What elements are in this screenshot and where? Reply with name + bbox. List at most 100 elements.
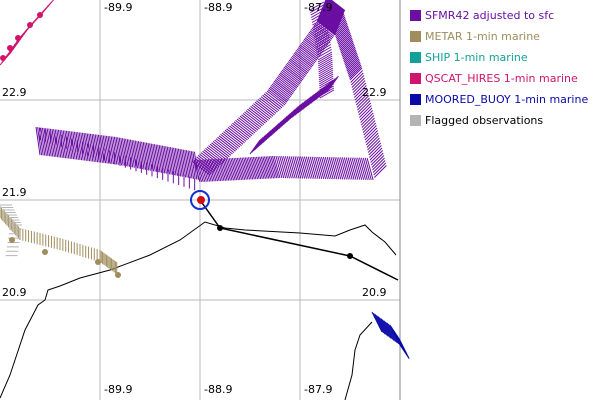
wind-barb	[382, 319, 393, 340]
wind-barb	[220, 158, 228, 181]
wind-barb	[277, 75, 297, 90]
wind-barb	[307, 156, 315, 179]
wind-barb	[265, 92, 284, 107]
wind-barb	[357, 157, 365, 180]
wind-barb	[367, 140, 381, 153]
wind-barb	[324, 1, 344, 16]
wind-barb	[307, 91, 319, 107]
wind-barb	[346, 58, 360, 72]
wind-barb	[267, 89, 287, 104]
wind-barb	[319, 77, 334, 87]
wind-barb	[318, 75, 334, 85]
wind-barb	[336, 28, 350, 42]
wind-barb	[334, 21, 347, 34]
wind-barb	[317, 49, 332, 58]
wind-barb	[215, 138, 235, 153]
wind-barb	[304, 37, 324, 53]
longitude-label: -87.9	[304, 383, 332, 396]
wind-barb	[319, 89, 335, 99]
station-dot	[115, 272, 121, 278]
wind-barb	[299, 97, 311, 113]
wind-barb	[299, 44, 319, 60]
wind-barb	[259, 97, 278, 113]
longitude-label: -87.9	[304, 1, 332, 14]
wind-barb	[193, 159, 212, 174]
wind-barb	[163, 145, 169, 175]
wind-barb	[321, 156, 328, 180]
station-dot	[27, 22, 33, 28]
wind-barb	[195, 159, 203, 183]
wind-barb	[313, 86, 325, 102]
legend-label: SHIP 1-min marine	[425, 51, 528, 64]
wind-barb	[310, 9, 326, 18]
wind-barb	[332, 157, 340, 180]
wind-barb	[214, 158, 222, 182]
wind-barb	[272, 82, 292, 97]
wind-barb	[317, 18, 337, 34]
wind-barb	[317, 19, 336, 34]
wind-barb	[288, 156, 296, 179]
wind-barb	[316, 44, 332, 53]
wind-barb	[366, 157, 374, 181]
wind-barb	[363, 122, 377, 136]
legend-label: QSCAT_HIRES 1-min marine	[425, 72, 578, 85]
wind-barb	[346, 57, 359, 70]
wind-barb	[345, 157, 353, 180]
wind-barb	[144, 142, 150, 171]
wind-barb	[355, 157, 363, 180]
wind-barb	[372, 157, 385, 171]
wind-barb	[341, 157, 349, 180]
wind-barb	[338, 34, 352, 48]
wind-barb	[88, 133, 94, 162]
wind-barb	[211, 158, 219, 182]
wind-barb	[260, 96, 280, 111]
wind-barb	[339, 37, 353, 51]
wind-barb	[271, 155, 279, 179]
wind-barb	[331, 12, 344, 25]
wind-barb	[347, 157, 355, 180]
wind-barb	[309, 156, 317, 179]
wind-barb	[35, 126, 41, 156]
wind-barb	[353, 157, 361, 180]
wind-barb	[366, 135, 380, 148]
wind-barb	[107, 135, 113, 165]
wind-barb	[181, 149, 187, 178]
wind-barb	[220, 134, 239, 149]
wind-barb	[248, 107, 268, 123]
wind-barb	[338, 33, 351, 46]
wind-barb	[359, 157, 366, 180]
wind-barb	[70, 131, 76, 160]
wind-barb	[351, 75, 365, 88]
coastline	[344, 321, 373, 400]
wind-barb	[93, 134, 99, 163]
wind-barb	[157, 144, 163, 173]
wind-barb	[179, 148, 185, 178]
wind-barb	[344, 51, 357, 64]
wind-barb	[286, 62, 306, 78]
wind-barb	[161, 145, 167, 174]
wind-barb	[318, 69, 334, 79]
wind-barb	[65, 130, 71, 159]
wind-barb	[364, 157, 372, 181]
wind-barb	[370, 152, 384, 166]
longitude-label: -88.9	[204, 1, 232, 14]
wind-barb	[211, 142, 230, 158]
wind-barb	[77, 132, 83, 161]
wind-barb	[289, 104, 301, 120]
wind-barb	[343, 157, 351, 180]
wind-barb	[247, 108, 266, 124]
wind-barb	[283, 156, 290, 179]
wind-barb	[281, 156, 289, 179]
wind-barb	[352, 77, 365, 91]
wind-barb	[277, 155, 285, 179]
wind-barb	[61, 130, 67, 159]
wind-barb	[354, 85, 367, 98]
legend-label: METAR 1-min marine	[425, 30, 540, 43]
wind-barb	[319, 83, 334, 93]
wind-barb	[341, 42, 354, 55]
wind-barb	[321, 8, 341, 23]
wind-barb	[372, 160, 386, 173]
wind-barb	[342, 45, 355, 58]
wind-barb	[290, 57, 310, 72]
wind-barb	[298, 45, 318, 61]
